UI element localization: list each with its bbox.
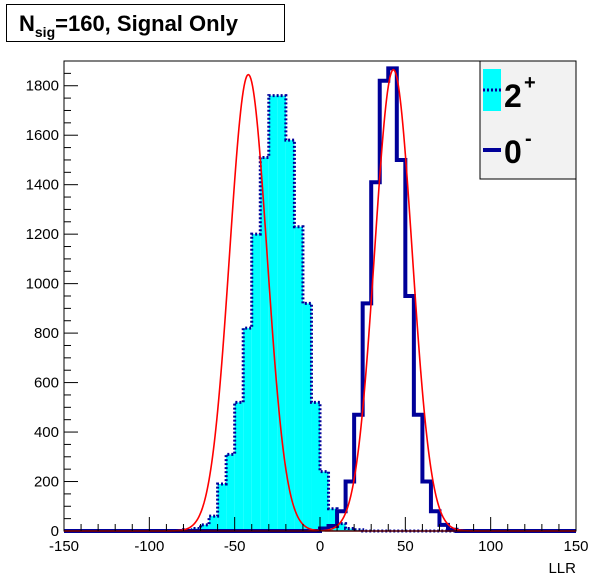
histogram-bar-2plus <box>260 157 269 531</box>
x-tick-label: -150 <box>49 538 79 555</box>
x-axis-label: LLR <box>548 560 576 577</box>
x-tick-label: 50 <box>397 538 414 555</box>
histogram-bar-2plus <box>311 402 320 531</box>
histogram-bar-2plus <box>277 95 286 531</box>
x-tick-label: -100 <box>134 538 164 555</box>
title-subscript: sig <box>34 24 56 40</box>
title-prefix: N <box>19 11 35 36</box>
histogram-bar-2plus <box>234 402 244 531</box>
histogram-bar-2plus <box>200 524 210 531</box>
y-tick-label: 1400 <box>26 177 59 194</box>
histogram-bar-2plus <box>294 226 303 531</box>
y-tick-label: 0 <box>51 523 59 540</box>
y-tick-label: 1800 <box>26 78 59 95</box>
histogram-bar-2plus <box>209 516 218 531</box>
y-tick-label: 800 <box>34 325 59 342</box>
y-tick-label: 400 <box>34 424 59 441</box>
histogram-bar-2plus <box>243 328 252 531</box>
histogram-bar-2plus <box>320 471 329 531</box>
y-tick-label: 1000 <box>26 276 59 293</box>
legend-label-0minus-sup: - <box>525 128 532 150</box>
histogram-bar-2plus <box>217 484 227 531</box>
histogram-bar-2plus <box>285 140 295 531</box>
y-tick-label: 200 <box>34 474 59 491</box>
chart-title: Nsig=160, Signal Only <box>19 11 238 40</box>
y-tick-label: 1200 <box>26 226 59 243</box>
x-tick-label: 100 <box>478 538 503 555</box>
histogram-bar-2plus <box>268 95 278 531</box>
legend-label-0minus: 0 <box>504 134 522 170</box>
y-tick-label: 600 <box>34 375 59 392</box>
histogram-bar-2plus <box>251 234 261 531</box>
x-tick-label: 0 <box>316 538 324 555</box>
legend-label-2plus-sup: + <box>524 72 536 94</box>
chart-title-box: Nsig=160, Signal Only <box>6 4 285 42</box>
histogram-bar-2plus <box>345 528 355 531</box>
histogram-bar-2plus <box>328 508 338 531</box>
y-tick-label: 1600 <box>26 127 59 144</box>
x-tick-label: -50 <box>224 538 246 555</box>
title-suffix: =160, Signal Only <box>55 11 238 36</box>
legend-label-2plus: 2 <box>504 78 522 114</box>
histogram-bar-2plus <box>337 523 346 531</box>
histogram-bar-2plus <box>302 303 312 531</box>
histogram-bar-2plus <box>226 454 235 531</box>
x-tick-label: 150 <box>563 538 588 555</box>
